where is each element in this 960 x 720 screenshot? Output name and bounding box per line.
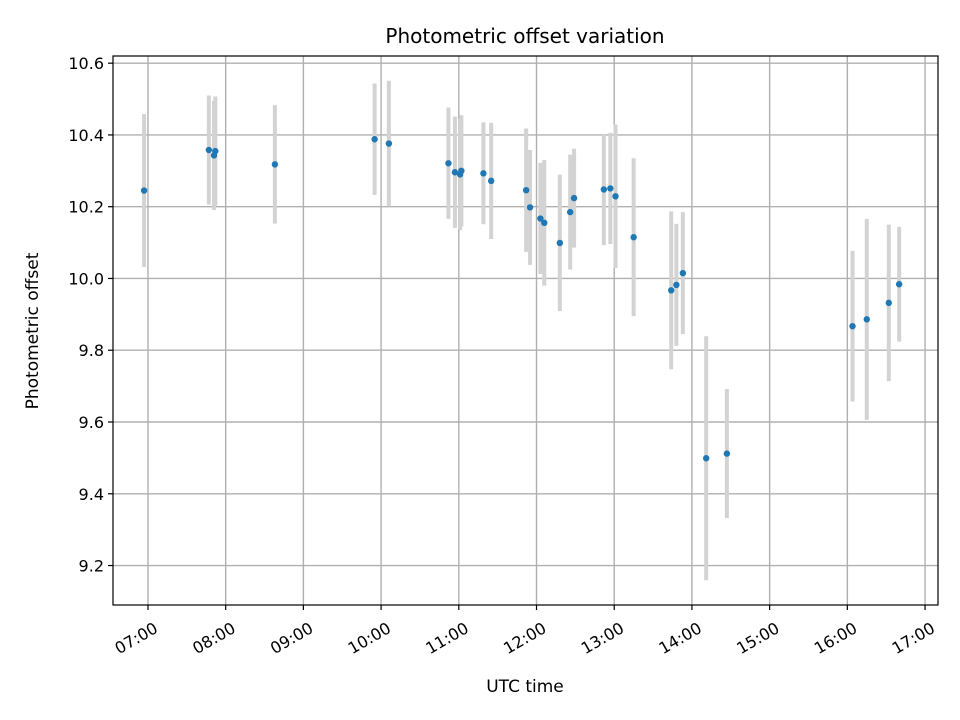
data-point	[863, 316, 870, 323]
y-tick-label: 10.4	[68, 126, 104, 145]
data-point	[537, 215, 544, 222]
data-point	[570, 194, 578, 202]
x-axis-label: UTC time	[486, 677, 564, 697]
plot-frame	[112, 55, 939, 606]
y-tick-label: 10.2	[68, 198, 104, 217]
data-point	[271, 161, 279, 168]
data-point	[212, 147, 219, 155]
data-point	[612, 193, 619, 200]
y-tick-label: 10.0	[68, 269, 104, 288]
data-point	[885, 299, 892, 307]
data-point	[205, 146, 213, 154]
data-points	[140, 136, 903, 462]
data-point	[607, 185, 614, 192]
data-point	[522, 187, 530, 194]
y-tick-label: 9.4	[79, 485, 104, 504]
data-point	[702, 455, 710, 462]
data-point	[445, 160, 452, 167]
data-point	[566, 208, 574, 216]
data-point	[849, 322, 856, 330]
data-point	[451, 169, 459, 176]
data-point	[480, 170, 487, 177]
data-point	[600, 186, 608, 193]
data-point	[556, 239, 564, 247]
data-point	[630, 234, 637, 241]
data-point	[668, 287, 675, 294]
data-point	[673, 281, 680, 289]
data-point	[895, 281, 903, 288]
y-axis-label: Photometric offset	[23, 252, 43, 409]
y-tick-label: 9.2	[79, 557, 104, 576]
data-point	[458, 167, 465, 175]
y-tick-label: 9.8	[79, 341, 104, 360]
data-point	[140, 187, 148, 194]
data-point	[385, 140, 393, 147]
data-point	[371, 136, 378, 143]
data-point	[541, 219, 548, 227]
data-point	[487, 177, 495, 185]
data-point	[526, 204, 534, 211]
y-tick-label: 9.6	[79, 413, 104, 432]
data-point	[723, 450, 731, 457]
data-point	[679, 269, 687, 277]
chart-title: Photometric offset variation	[385, 24, 664, 48]
y-tick-label: 10.6	[68, 54, 104, 73]
